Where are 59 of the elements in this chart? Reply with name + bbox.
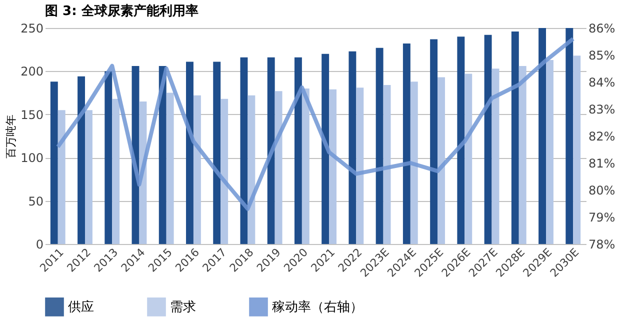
y2-tick-label: 84%: [588, 76, 616, 90]
y2-tick-label: 81%: [588, 156, 616, 170]
bar: [402, 44, 410, 244]
bar: [484, 34, 492, 244]
legend-label: 需求: [170, 300, 196, 315]
bar: [294, 57, 302, 244]
y-tick-label: 150: [20, 108, 44, 122]
y-tick-label: 0: [36, 238, 44, 252]
y2-tick-label: 82%: [588, 130, 616, 144]
bar: [511, 31, 519, 244]
bar: [322, 54, 330, 244]
bar: [274, 91, 282, 244]
bar: [546, 60, 554, 244]
bar: [348, 51, 356, 244]
bar: [85, 110, 92, 244]
legend-label: 稼动率（右轴）: [272, 298, 363, 315]
y2-tick-label: 86%: [588, 22, 616, 36]
bar: [376, 48, 384, 244]
y2-tick-label: 85%: [588, 48, 616, 62]
chart-title: 图 3: 全球尿素产能利用率: [45, 3, 198, 19]
y2-tick-label: 80%: [588, 184, 616, 198]
y-tick-label: 200: [20, 64, 44, 79]
bar: [193, 95, 201, 244]
bar: [410, 82, 418, 244]
bar: [112, 98, 120, 244]
bar: [220, 98, 228, 244]
bar: [158, 66, 166, 244]
bar: [383, 85, 391, 244]
bar: [430, 39, 438, 244]
y-tick-label: 50: [28, 194, 44, 208]
bar: [267, 57, 275, 244]
bar: [50, 82, 58, 244]
bar: [329, 89, 337, 244]
bar: [104, 71, 112, 244]
bar: [518, 66, 526, 244]
bar: [302, 88, 310, 244]
bar: [464, 74, 472, 244]
line-series: [56, 36, 576, 211]
y-tick-label: 250: [20, 22, 44, 36]
legend-label: 供应: [68, 298, 94, 315]
y2-tick-label: 78%: [588, 238, 616, 252]
bar: [166, 92, 174, 244]
y-tick-label: 100: [20, 151, 44, 166]
bar: [186, 62, 194, 244]
bar: [566, 28, 574, 244]
y2-tick-label: 79%: [588, 210, 616, 224]
bar: [492, 68, 500, 244]
bar: [438, 77, 445, 244]
bar: [538, 28, 546, 244]
bar: [457, 36, 465, 244]
bar: [240, 57, 248, 244]
bar: [356, 88, 364, 244]
bar: [213, 62, 221, 244]
y2-tick-label: 83%: [588, 102, 616, 116]
bar: [58, 110, 66, 244]
bar: [78, 76, 85, 244]
y-axis-title: 百万吨年: [4, 114, 18, 158]
bar: [248, 95, 256, 244]
bar: [573, 56, 581, 244]
